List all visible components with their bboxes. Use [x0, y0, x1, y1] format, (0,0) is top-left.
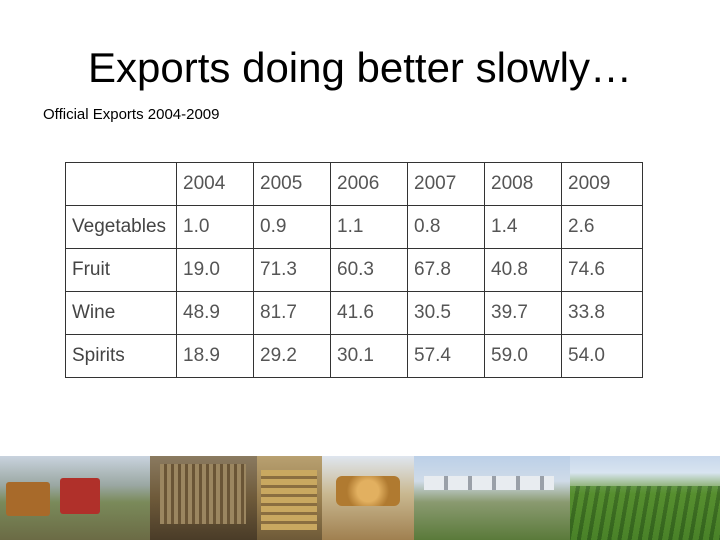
tractors-photo: [0, 456, 150, 540]
farm-buildings-photo: [414, 456, 570, 540]
table-cell: 67.8: [407, 248, 485, 292]
table-cell: 74.6: [561, 248, 643, 292]
table-cell: 41.6: [330, 291, 408, 335]
table-cell: 54.0: [561, 334, 643, 378]
table-cell: 48.9: [176, 291, 254, 335]
table-cell: 71.3: [253, 248, 331, 292]
table-cell: 59.0: [484, 334, 562, 378]
wooden-crates-photo: [150, 456, 257, 540]
table-cell: 1.0: [176, 205, 254, 249]
table-cell: 33.8: [561, 291, 643, 335]
table-cell: 81.7: [253, 291, 331, 335]
table-row: Spirits 18.9 29.2 30.1 57.4 59.0 54.0: [65, 334, 643, 378]
table-cell: 39.7: [484, 291, 562, 335]
header-cell: 2009: [561, 162, 643, 206]
photo-strip: [0, 456, 720, 540]
table-cell: 18.9: [176, 334, 254, 378]
table-cell: 0.9: [253, 205, 331, 249]
corn-field-photo: [570, 456, 720, 540]
row-label: Fruit: [65, 248, 177, 292]
header-cell: 2006: [330, 162, 408, 206]
header-cell: 2008: [484, 162, 562, 206]
slide-subtitle: Official Exports 2004-2009: [43, 106, 220, 123]
table-row: Wine 48.9 81.7 41.6 30.5 39.7 33.8: [65, 291, 643, 335]
header-cell: [65, 162, 177, 206]
row-label: Wine: [65, 291, 177, 335]
potatoes-photo: [322, 456, 414, 540]
table-cell: 30.1: [330, 334, 408, 378]
table-cell: 19.0: [176, 248, 254, 292]
row-label: Spirits: [65, 334, 177, 378]
table-cell: 60.3: [330, 248, 408, 292]
table-cell: 1.1: [330, 205, 408, 249]
table-cell: 30.5: [407, 291, 485, 335]
table-cell: 2.6: [561, 205, 643, 249]
table-cell: 40.8: [484, 248, 562, 292]
table-row: Fruit 19.0 71.3 60.3 67.8 40.8 74.6: [65, 248, 643, 292]
row-label: Vegetables: [65, 205, 177, 249]
slide-title: Exports doing better slowly…: [88, 44, 632, 91]
table-row: Vegetables 1.0 0.9 1.1 0.8 1.4 2.6: [65, 205, 643, 249]
produce-boxes-photo: [257, 456, 322, 540]
table-cell: 0.8: [407, 205, 485, 249]
header-cell: 2005: [253, 162, 331, 206]
table-cell: 29.2: [253, 334, 331, 378]
table-cell: 57.4: [407, 334, 485, 378]
table-header-row: 2004 2005 2006 2007 2008 2009: [65, 162, 643, 206]
table-cell: 1.4: [484, 205, 562, 249]
header-cell: 2007: [407, 162, 485, 206]
header-cell: 2004: [176, 162, 254, 206]
exports-table: 2004 2005 2006 2007 2008 2009 Vegetables…: [65, 162, 643, 378]
